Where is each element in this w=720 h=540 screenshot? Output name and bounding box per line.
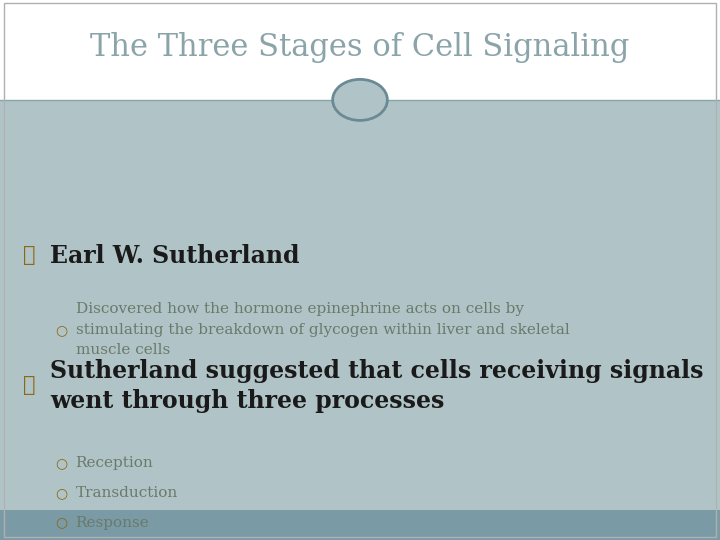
Text: ○: ○ — [55, 323, 67, 337]
Text: ○: ○ — [55, 516, 67, 530]
Text: ○: ○ — [55, 456, 67, 470]
FancyBboxPatch shape — [0, 0, 720, 100]
Text: Response: Response — [76, 516, 149, 530]
Text: Discovered how the hormone epinephrine acts on cells by
stimulating the breakdow: Discovered how the hormone epinephrine a… — [76, 302, 570, 357]
Circle shape — [333, 79, 387, 120]
Text: ❧: ❧ — [22, 376, 35, 395]
Text: Sutherland suggested that cells receiving signals
went through three processes: Sutherland suggested that cells receivin… — [50, 359, 704, 413]
Text: Reception: Reception — [76, 456, 153, 470]
Text: ❧: ❧ — [22, 246, 35, 265]
Text: The Three Stages of Cell Signaling: The Three Stages of Cell Signaling — [90, 32, 630, 64]
FancyBboxPatch shape — [0, 510, 720, 540]
Text: Transduction: Transduction — [76, 486, 178, 500]
Text: ○: ○ — [55, 486, 67, 500]
FancyBboxPatch shape — [0, 100, 720, 510]
Text: Earl W. Sutherland: Earl W. Sutherland — [50, 244, 300, 268]
